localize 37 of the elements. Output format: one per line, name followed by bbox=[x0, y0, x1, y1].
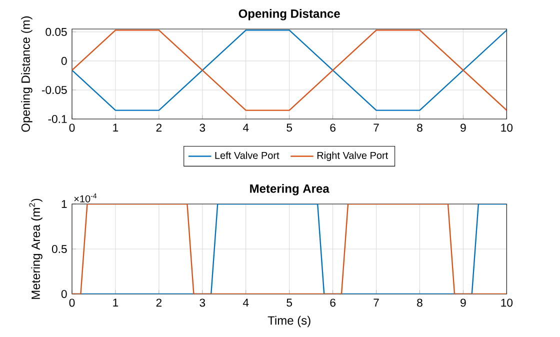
x-tick-label: 8 bbox=[417, 298, 422, 307]
chart-title: Opening Distance bbox=[238, 9, 340, 20]
y-tick-label: 0 bbox=[61, 56, 67, 65]
x-tick-label: 7 bbox=[374, 298, 379, 307]
x-tick-label: 2 bbox=[156, 124, 162, 132]
text: ×10$^{-4}$ bbox=[74, 193, 97, 202]
x-axis-title: Time (s) bbox=[268, 316, 310, 328]
x-tick-label: 2 bbox=[156, 298, 162, 307]
legend-label: Right Valve Port bbox=[317, 152, 388, 161]
x-tick-label: 1 bbox=[113, 124, 118, 132]
x-tick-label: 7 bbox=[374, 124, 379, 132]
y-tick-label: 0.5 bbox=[52, 244, 67, 254]
x-tick-label: 3 bbox=[200, 298, 206, 307]
x-tick-label: 5 bbox=[286, 298, 292, 307]
x-tick-label: 0 bbox=[69, 298, 75, 307]
x-tick-label: 4 bbox=[242, 124, 249, 132]
x-tick-label: 6 bbox=[330, 124, 336, 132]
x-tick-label: 8 bbox=[417, 124, 422, 132]
x-tick-label: 10 bbox=[501, 124, 513, 132]
y-tick-label: -0.1 bbox=[48, 115, 67, 124]
x-tick-label: 9 bbox=[460, 298, 466, 307]
x-tick-label: 0 bbox=[69, 124, 75, 132]
x-tick-label: 1 bbox=[113, 298, 118, 307]
y-tick-label: 0.05 bbox=[46, 28, 67, 36]
x-tick-label: 5 bbox=[286, 124, 292, 132]
y-tick-label: 1 bbox=[62, 200, 67, 208]
x-tick-label: 10 bbox=[501, 298, 513, 307]
y-axis-title: Metering Area (m$^{2}$) bbox=[29, 198, 42, 299]
x-tick-label: 3 bbox=[200, 124, 206, 132]
y-tick-label: -0.05 bbox=[42, 86, 67, 94]
legend-label: Left Valve Port bbox=[215, 152, 280, 159]
chart-title: Metering Area bbox=[250, 184, 330, 196]
x-tick-label: 9 bbox=[460, 124, 466, 132]
x-tick-label: 6 bbox=[330, 298, 336, 307]
y-tick-label: 0 bbox=[61, 290, 67, 298]
y-axis-title: Opening Distance (m) bbox=[21, 16, 32, 132]
x-tick-label: 4 bbox=[242, 298, 249, 307]
